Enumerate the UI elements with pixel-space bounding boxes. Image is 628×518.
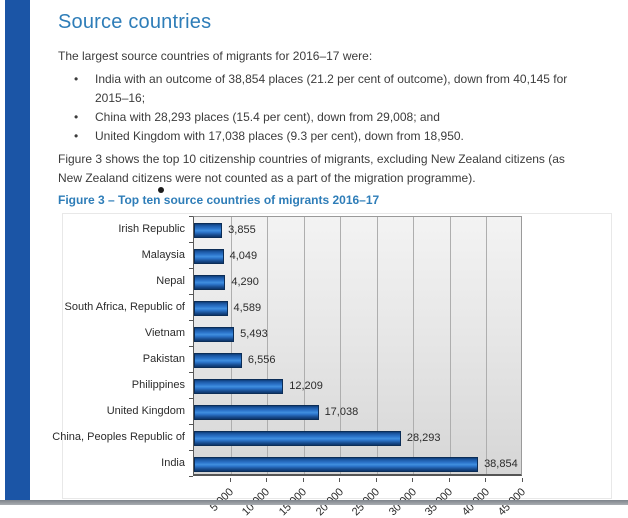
- bar-irish-republic: [194, 222, 223, 238]
- bar-south-africa-republic-of: [194, 300, 228, 316]
- plot-gridline: [486, 217, 488, 474]
- plot-area: 3,855 4,049 4,290 4,589 5,493 6,556 12,209 17,0…: [193, 216, 522, 476]
- bar-value-label: 17,038: [324, 406, 359, 418]
- category-label: Philippines: [131, 379, 185, 391]
- bar-vietnam: [194, 326, 235, 342]
- figure-caption: Figure 3 – Top ten source countries of m…: [58, 193, 380, 207]
- plot-gridline: [340, 217, 342, 474]
- y-axis-tick: [189, 424, 193, 425]
- figure-note-paragraph: Figure 3 shows the top 10 citizenship co…: [58, 152, 565, 185]
- x-axis-tick: [339, 478, 341, 482]
- bar-value-label: 38,854: [484, 458, 518, 470]
- bar-value-label: 4,049: [229, 250, 258, 262]
- y-axis-tick: [189, 346, 193, 347]
- bar-pakistan: [194, 352, 242, 368]
- bar-row: 4,049: [194, 243, 523, 269]
- category-label: China, Peoples Republic of: [52, 431, 185, 443]
- category-label: United Kingdom: [106, 405, 185, 417]
- left-brand-stripe: [5, 0, 30, 501]
- plot-gridline: [303, 217, 305, 474]
- bar-value-label: 4,589: [233, 302, 262, 314]
- bar-value-label: 5,493: [240, 328, 268, 340]
- intro-paragraph: The largest source countries of migrants…: [58, 49, 373, 63]
- plot-gridline: [413, 217, 415, 474]
- bar-nepal: [194, 274, 226, 290]
- bar-united-kingdom: [194, 404, 319, 420]
- cursor-dot: [158, 187, 164, 193]
- y-axis-tick: [189, 372, 193, 373]
- bar-india: [194, 456, 479, 472]
- x-axis-tick: [485, 478, 487, 482]
- category-label: Malaysia: [141, 249, 185, 261]
- bar-value-label: 28,293: [406, 432, 441, 444]
- y-axis-tick: [189, 294, 193, 295]
- bullet-list: India with an outcome of 38,854 places (…: [58, 70, 614, 146]
- bar-china-peoples-republic-of: [194, 430, 401, 446]
- plot-gridline: [230, 217, 232, 474]
- category-label: Nepal: [156, 275, 185, 287]
- x-axis-tick: [302, 478, 304, 482]
- x-axis-tick: [229, 478, 231, 482]
- y-axis-tick: [189, 450, 193, 451]
- bar-row: 6,556: [194, 347, 523, 373]
- y-axis-tick: [189, 476, 193, 477]
- document-page: { "page": { "title": "Source countries",…: [0, 0, 628, 505]
- x-axis-tick: [375, 478, 377, 482]
- window-bottom-edge: [0, 500, 628, 505]
- y-axis-tick: [189, 216, 193, 217]
- bar-row: 5,493: [194, 321, 523, 347]
- bar-row: 12,209: [194, 373, 523, 399]
- bullet-united-kingdom: United Kingdom with 17,038 places (9.3 p…: [58, 127, 568, 146]
- bar-value-label: 4,290: [231, 276, 259, 288]
- bullet-china: China with 28,293 places (15.4 per cent)…: [58, 108, 568, 127]
- bar-row: 17,038: [194, 399, 523, 425]
- category-label: Pakistan: [142, 353, 185, 365]
- category-label: Vietnam: [144, 327, 185, 339]
- bar-philippines: [194, 378, 284, 394]
- bar-row: 3,855: [194, 217, 523, 243]
- plot-gridline: [376, 217, 378, 474]
- bar-row: 28,293: [194, 425, 523, 451]
- page-content: Source countries The largest source coun…: [52, 0, 614, 518]
- x-axis-tick: [522, 478, 523, 482]
- category-label: South Africa, Republic of: [64, 301, 185, 313]
- category-label: India: [161, 457, 185, 469]
- y-axis-tick: [189, 268, 193, 269]
- bar-value-label: 6,556: [247, 354, 276, 366]
- bar-row: 38,854: [194, 451, 523, 477]
- page-title: Source countries: [58, 11, 212, 33]
- figure3-chart: 3,855 4,049 4,290 4,589 5,493 6,556 12,209 17,0…: [52, 213, 612, 518]
- y-axis-tick: [189, 320, 193, 321]
- bar-malaysia: [194, 248, 224, 264]
- y-axis-tick: [189, 242, 193, 243]
- y-axis-tick: [189, 398, 193, 399]
- x-axis-tick: [266, 478, 268, 482]
- bullet-india: India with an outcome of 38,854 places (…: [58, 70, 568, 108]
- plot-gridline: [449, 217, 451, 474]
- x-axis-tick: [412, 478, 414, 482]
- bar-row: 4,290: [194, 269, 523, 295]
- bar-row: 4,589: [194, 295, 523, 321]
- bar-value-label: 3,855: [228, 224, 256, 236]
- plot-gridline: [267, 217, 269, 474]
- x-axis-tick: [448, 478, 450, 482]
- bar-value-label: 12,209: [289, 380, 323, 392]
- category-label: Irish Republic: [118, 223, 185, 235]
